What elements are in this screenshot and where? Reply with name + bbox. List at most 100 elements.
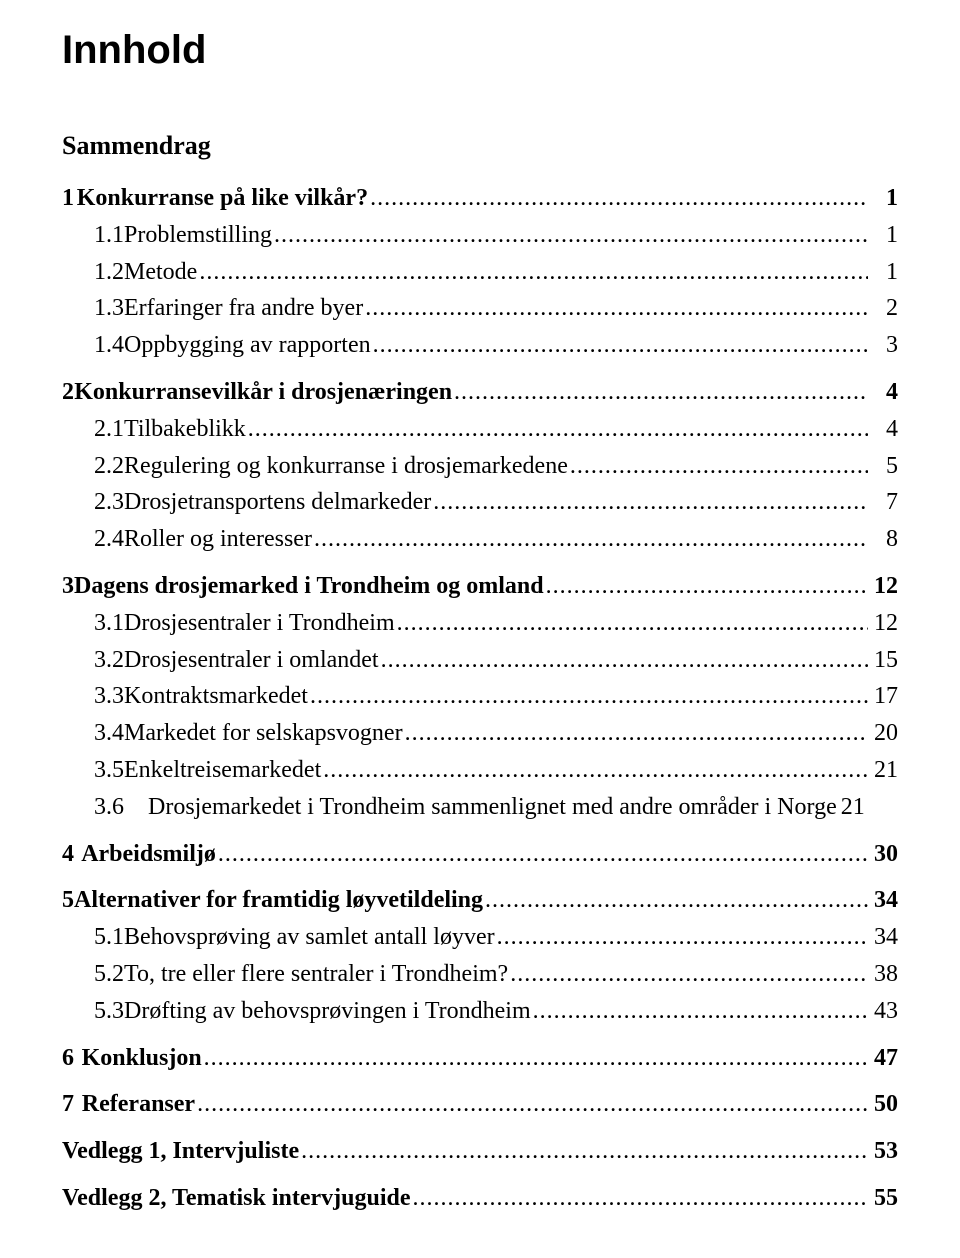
toc-entry: 4Arbeidsmiljø30 — [62, 837, 898, 872]
toc-entry-label: Regulering og konkurranse i drosjemarked… — [124, 449, 568, 484]
toc-entry-page: 3 — [870, 328, 898, 363]
toc-leader-dots — [373, 328, 868, 363]
toc-entry-label: Oppbygging av rapporten — [124, 328, 371, 363]
toc-entry-label: Markedet for selskapsvogner — [124, 716, 403, 751]
toc-entry: 3.5Enkeltreisemarkedet 21 — [62, 753, 898, 788]
toc-entry-label: Tilbakeblikk — [124, 412, 246, 447]
toc-entry: 1.2Metode1 — [62, 255, 898, 290]
toc-entry-page: 53 — [870, 1134, 898, 1169]
toc-entry-number: 3.5 — [62, 753, 124, 788]
toc-entry-number: 5.1 — [62, 920, 124, 955]
toc-entry-label: Drosjesentraler i omlandet — [124, 643, 379, 678]
toc-leader-dots — [197, 1087, 868, 1122]
toc-entry-label: To, tre eller flere sentraler i Trondhei… — [124, 957, 508, 992]
toc-entry-page: 15 — [870, 643, 898, 678]
toc-entry: 5.3Drøfting av behovsprøvingen i Trondhe… — [62, 994, 898, 1029]
toc-entry-label: Problemstilling — [124, 218, 272, 253]
toc-entry: 2.1Tilbakeblikk 4 — [62, 412, 898, 447]
toc-entry: Vedlegg 2, Tematisk intervjuguide 55 — [62, 1181, 898, 1216]
toc-entry-number: 1.3 — [62, 291, 124, 326]
toc-entry-page: 34 — [870, 920, 898, 955]
toc-leader-dots — [397, 606, 868, 641]
toc-entry: 3.6Drosjemarkedet i Trondheim sammenlign… — [62, 790, 898, 825]
toc-leader-dots — [497, 920, 868, 955]
toc-entry-number: 3 — [62, 569, 74, 604]
toc-leader-dots — [274, 218, 868, 253]
toc-entry-number: 2.1 — [62, 412, 124, 447]
toc-entry: 5.1Behovsprøving av samlet antall løyver… — [62, 920, 898, 955]
toc-leader-dots — [370, 181, 868, 216]
toc-entry-page: 30 — [870, 837, 898, 872]
toc-entry-label: Roller og interesser — [124, 522, 312, 557]
toc-entry-number: 5 — [62, 883, 74, 918]
toc-leader-dots — [381, 643, 868, 678]
toc-entry: 5Alternativer for framtidig løyvetildeli… — [62, 883, 898, 918]
toc-entry-label: Enkeltreisemarkedet — [124, 753, 321, 788]
toc-entry-number: 3.1 — [62, 606, 124, 641]
toc-entry-page: 4 — [870, 375, 898, 410]
toc-entry-number: 5.2 — [62, 957, 124, 992]
toc-entry-page: 50 — [870, 1087, 898, 1122]
toc-leader-dots — [365, 291, 868, 326]
toc-entry: 3.3Kontraktsmarkedet 17 — [62, 679, 898, 714]
toc-entry-number: 7 — [62, 1087, 82, 1122]
toc-entry-page: 1 — [870, 181, 898, 216]
toc-entry-label: Dagens drosjemarked i Trondheim og omlan… — [74, 569, 544, 604]
toc-entry-page: 21 — [870, 753, 898, 788]
toc-leader-dots — [314, 522, 868, 557]
toc-entry-number: 3.4 — [62, 716, 124, 751]
toc-entry-page: 55 — [870, 1181, 898, 1216]
toc-leader-dots — [204, 1041, 868, 1076]
toc-leader-dots — [570, 449, 868, 484]
toc-entry-label: Kontraktsmarkedet — [124, 679, 308, 714]
table-of-contents: 1Konkurranse på like vilkår?11.1Problems… — [62, 181, 898, 1216]
toc-entry-label: Drosjesentraler i Trondheim — [124, 606, 395, 641]
page: Innhold Sammendrag 1Konkurranse på like … — [0, 0, 960, 1258]
toc-entry-label: Vedlegg 2, Tematisk intervjuguide — [62, 1181, 410, 1216]
toc-leader-dots — [412, 1181, 868, 1216]
toc-entry-number: 1.1 — [62, 218, 124, 253]
toc-entry-page: 47 — [870, 1041, 898, 1076]
toc-entry-number: 5.3 — [62, 994, 124, 1029]
toc-entry: 3.2Drosjesentraler i omlandet 15 — [62, 643, 898, 678]
toc-entry-page: 2 — [870, 291, 898, 326]
toc-entry-page: 38 — [870, 957, 898, 992]
toc-leader-dots — [405, 716, 868, 751]
toc-entry-number: 2.3 — [62, 485, 124, 520]
toc-entry: 1.3Erfaringer fra andre byer2 — [62, 291, 898, 326]
toc-entry-page: 1 — [870, 255, 898, 290]
toc-entry-page: 12 — [870, 569, 898, 604]
toc-entry: 2.4Roller og interesser 8 — [62, 522, 898, 557]
toc-entry-label: Konkurransevilkår i drosjenæringen — [74, 375, 452, 410]
toc-entry: 3Dagens drosjemarked i Trondheim og omla… — [62, 569, 898, 604]
toc-entry-label: Drosjetransportens delmarkeder — [124, 485, 431, 520]
toc-entry: 7Referanser50 — [62, 1087, 898, 1122]
toc-entry: 1.1Problemstilling1 — [62, 218, 898, 253]
toc-entry: 1.4Oppbygging av rapporten3 — [62, 328, 898, 363]
toc-leader-dots — [301, 1134, 868, 1169]
toc-leader-dots — [218, 837, 868, 872]
toc-leader-dots — [510, 957, 868, 992]
toc-entry: Vedlegg 1, Intervjuliste53 — [62, 1134, 898, 1169]
toc-entry-page: 12 — [870, 606, 898, 641]
toc-entry: 2.2Regulering og konkurranse i drosjemar… — [62, 449, 898, 484]
toc-entry-label: Behovsprøving av samlet antall løyver — [124, 920, 495, 955]
summary-heading: Sammendrag — [62, 131, 898, 161]
toc-entry-number: 3.3 — [62, 679, 124, 714]
toc-entry-page: 4 — [870, 412, 898, 447]
toc-entry-number: 4 — [62, 837, 81, 872]
toc-entry-page: 17 — [870, 679, 898, 714]
toc-leader-dots — [323, 753, 868, 788]
toc-entry-label: Konklusjon — [82, 1041, 202, 1076]
toc-entry-label: Drosjemarkedet i Trondheim sammenlignet … — [148, 790, 837, 825]
toc-entry-number: 3.2 — [62, 643, 124, 678]
toc-entry: 3.4Markedet for selskapsvogner20 — [62, 716, 898, 751]
toc-leader-dots — [533, 994, 868, 1029]
toc-entry-label: Konkurranse på like vilkår? — [77, 181, 368, 216]
toc-entry-number: 2.4 — [62, 522, 124, 557]
toc-leader-dots — [433, 485, 868, 520]
toc-entry-label: Alternativer for framtidig løyvetildelin… — [74, 883, 483, 918]
toc-entry-label: Drøfting av behovsprøvingen i Trondheim — [124, 994, 531, 1029]
toc-entry-page: 43 — [870, 994, 898, 1029]
toc-entry-page: 8 — [870, 522, 898, 557]
